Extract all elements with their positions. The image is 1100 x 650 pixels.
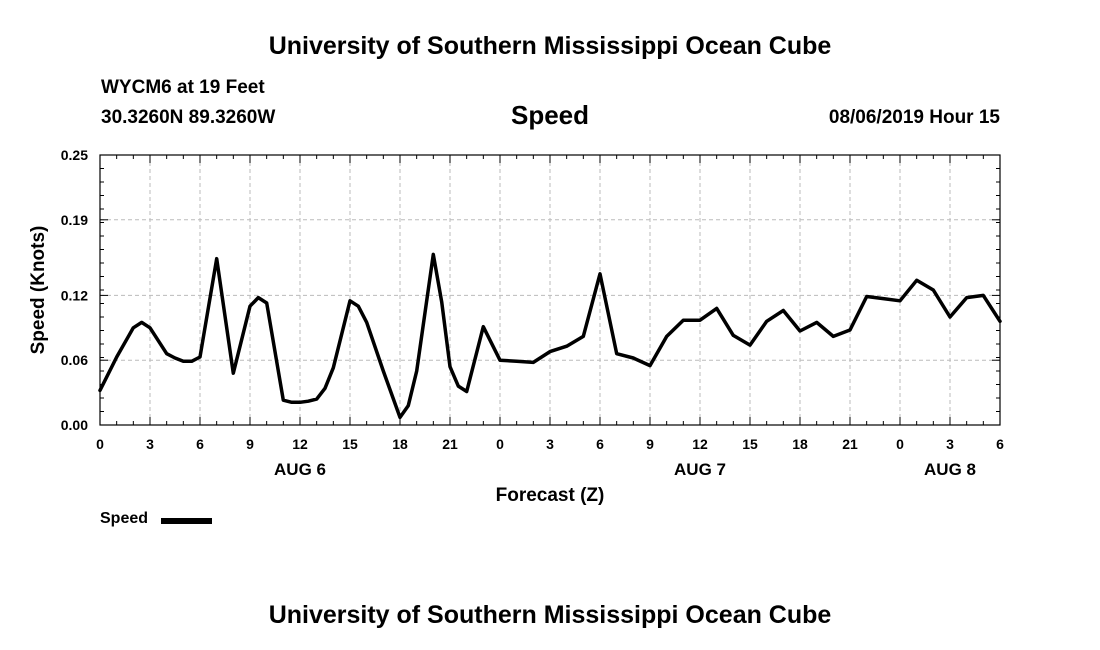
x-axis-label: Forecast (Z) bbox=[496, 485, 605, 506]
day-label: AUG 7 bbox=[674, 460, 726, 479]
x-tick-label: 3 bbox=[946, 436, 954, 452]
series-line-speed bbox=[98, 252, 1002, 420]
coordinates-label: 30.3260N 89.3260W bbox=[101, 107, 276, 128]
x-tick-label: 12 bbox=[292, 436, 308, 452]
day-label: AUG 8 bbox=[924, 460, 976, 479]
x-tick-label: 6 bbox=[196, 436, 204, 452]
variable-title: Speed bbox=[510, 100, 590, 130]
y-tick-label: 0.12 bbox=[61, 287, 88, 303]
station-label: WYCM6 at 19 Feet bbox=[101, 77, 265, 98]
legend-label: Speed bbox=[100, 510, 149, 527]
x-tick-label: 12 bbox=[692, 436, 708, 452]
x-tick-label: 0 bbox=[896, 436, 904, 452]
x-tick-label: 0 bbox=[496, 436, 504, 452]
y-tick-label: 0.00 bbox=[61, 417, 88, 433]
page-title: University of Southern Mississippi Ocean… bbox=[268, 32, 832, 60]
grid-lines bbox=[100, 155, 1000, 425]
tick-labels: 0 3 6 9 12 15 18 21 0 3 6 9 12 15 18 21 0 3 6 0.00 0.06 0.12 0… bbox=[61, 147, 1004, 479]
x-tick-label: 21 bbox=[442, 436, 458, 452]
x-tick-label: 18 bbox=[392, 436, 408, 452]
x-tick-label: 15 bbox=[742, 436, 758, 452]
x-tick-label: 6 bbox=[996, 436, 1004, 452]
x-tick-label: 9 bbox=[246, 436, 254, 452]
y-tick-label: 0.19 bbox=[61, 212, 88, 228]
footer-title: University of Southern Mississippi Ocean… bbox=[268, 601, 832, 629]
y-tick-label: 0.25 bbox=[61, 147, 88, 163]
x-tick-label: 9 bbox=[646, 436, 654, 452]
legend-line-swatch bbox=[161, 518, 212, 524]
x-tick-label: 0 bbox=[96, 436, 104, 452]
plot-frame bbox=[99, 154, 1001, 426]
x-tick-label: 21 bbox=[842, 436, 858, 452]
x-tick-label: 3 bbox=[546, 436, 554, 452]
x-tick-label: 18 bbox=[792, 436, 808, 452]
x-tick-label: 6 bbox=[596, 436, 604, 452]
y-axis-label: Speed (Knots) bbox=[28, 226, 49, 355]
x-tick-label: 15 bbox=[342, 436, 358, 452]
forecast-date: 08/06/2019 Hour 15 bbox=[828, 107, 1000, 128]
series-layer bbox=[98, 252, 1002, 420]
y-tick-label: 0.06 bbox=[61, 352, 88, 368]
axis-ticks bbox=[99, 154, 1001, 426]
day-label: AUG 6 bbox=[274, 460, 326, 479]
x-tick-label: 3 bbox=[146, 436, 154, 452]
